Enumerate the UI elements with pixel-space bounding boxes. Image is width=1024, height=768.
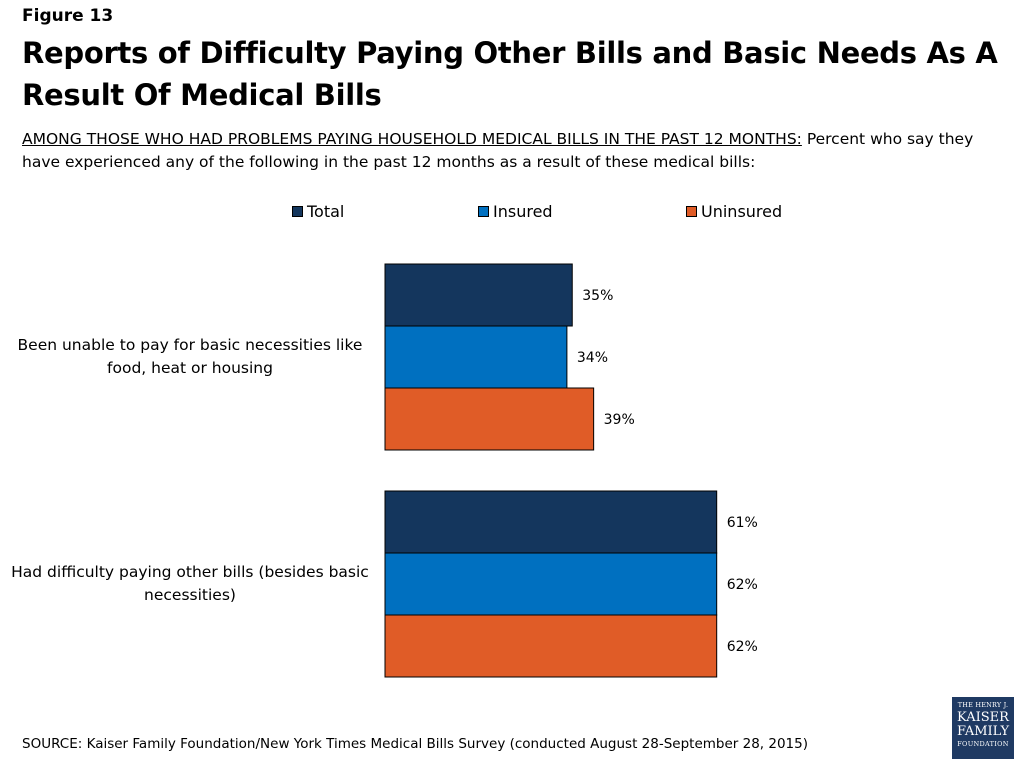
logo-line-4: FOUNDATION — [957, 740, 1009, 748]
bar-chart: Been unable to pay for basic necessities… — [0, 240, 1024, 700]
logo-line-2: KAISER — [957, 710, 1009, 725]
bars-canvas: 35% 34% 39% 61% 62% 62% — [384, 263, 758, 678]
source-note: SOURCE: Kaiser Family Foundation/New Yor… — [22, 736, 808, 752]
bar-insured-basic-necessities — [384, 325, 568, 389]
legend-item-uninsured: Uninsured — [686, 202, 782, 221]
data-label-total-other-bills: 61% — [727, 515, 758, 531]
subtitle-lead: AMONG THOSE WHO HAD PROBLEMS PAYING HOUS… — [22, 130, 802, 148]
legend-label-total: Total — [307, 202, 345, 221]
kff-logo: THE HENRY J. KAISER FAMILY FOUNDATION — [952, 697, 1014, 759]
data-label-insured-basic-necessities: 34% — [577, 350, 608, 366]
data-label-uninsured-basic-necessities: 39% — [604, 412, 635, 428]
legend-swatch-uninsured — [686, 206, 697, 217]
bar-total-other-bills — [384, 490, 718, 554]
data-label-insured-other-bills: 62% — [727, 577, 758, 593]
bar-uninsured-basic-necessities — [384, 387, 595, 451]
figure-label: Figure 13 — [22, 6, 114, 26]
subtitle-text: Percent who say they have experienced an… — [22, 130, 974, 171]
category-label-basic-necessities: Been unable to pay for basic necessities… — [17, 336, 363, 377]
data-label-uninsured-other-bills: 62% — [727, 639, 758, 655]
bar-uninsured-other-bills — [384, 614, 718, 678]
legend-item-insured: Insured — [478, 202, 553, 221]
chart-subtitle: AMONG THOSE WHO HAD PROBLEMS PAYING HOUS… — [22, 128, 1002, 174]
bar-insured-other-bills — [384, 552, 718, 616]
legend: Total Insured Uninsured — [0, 202, 1024, 224]
chart-title: Reports of Difficulty Paying Other Bills… — [22, 36, 998, 112]
legend-label-insured: Insured — [493, 202, 553, 221]
legend-item-total: Total — [292, 202, 344, 221]
bar-total-basic-necessities — [384, 263, 573, 327]
logo-line-1: THE HENRY J. — [957, 701, 1009, 709]
data-label-total-basic-necessities: 35% — [582, 288, 613, 304]
legend-label-uninsured: Uninsured — [701, 202, 783, 221]
category-label-other-bills: Had difficulty paying other bills (besid… — [11, 563, 369, 604]
legend-swatch-total — [292, 206, 303, 217]
legend-swatch-insured — [478, 206, 489, 217]
logo-line-3: FAMILY — [956, 724, 1010, 739]
